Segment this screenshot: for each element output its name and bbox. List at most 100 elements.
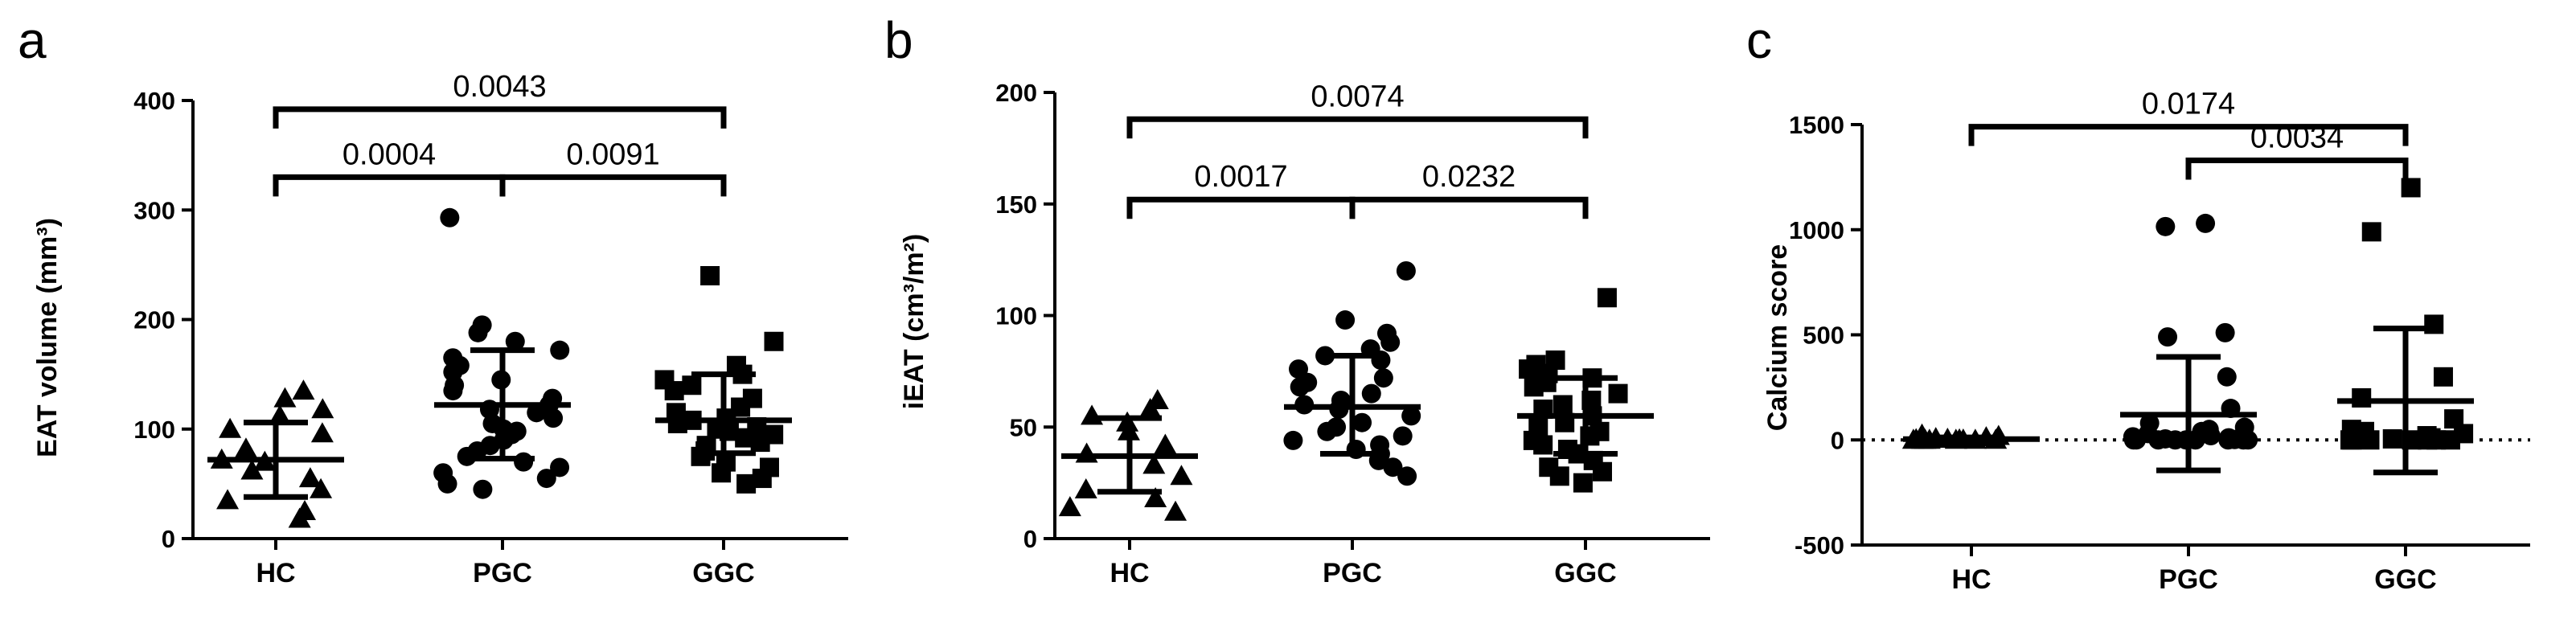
data-point (2433, 367, 2453, 387)
significance-bracket (1126, 196, 1356, 219)
data-point (440, 207, 460, 227)
data-point (2418, 430, 2438, 450)
panel-a: a EAT volume (mm³) 0 100 200 300 400 HC PGC GGC… (18, 11, 848, 588)
category-label: HC (1951, 564, 1991, 595)
y-tick-label: 0 (162, 525, 175, 553)
data-point (505, 331, 525, 351)
data-point (1383, 457, 1403, 477)
data-point (2238, 430, 2258, 450)
data-point (1164, 500, 1188, 521)
category-label: HC (256, 558, 295, 588)
data-point (473, 479, 493, 499)
data-point (1396, 261, 1416, 281)
y-tick-label: 150 (995, 191, 1037, 219)
data-point (1154, 433, 1177, 454)
data-point (1144, 487, 1167, 508)
data-point (1138, 398, 1162, 419)
data-point (2360, 430, 2380, 450)
data-point (1335, 310, 1356, 330)
data-point (2201, 426, 2221, 446)
data-point (1393, 426, 1413, 446)
significance-bracket (1126, 116, 1589, 139)
significance-bracket (499, 174, 727, 197)
data-point (1373, 368, 1393, 388)
p-value-label: 0.0091 (566, 137, 659, 171)
data-point (1549, 466, 1569, 486)
panel-c-ylabel: Calcium score (1762, 244, 1793, 431)
y-tick-label: -500 (1795, 531, 1844, 559)
y-tick-label: 400 (133, 87, 175, 115)
panel-a-letter: a (18, 11, 47, 69)
y-tick-label: 200 (995, 79, 1037, 107)
data-point (310, 477, 333, 498)
panel-c-letter: c (1746, 11, 1772, 69)
y-tick-label: 200 (133, 306, 175, 334)
panel-c: c Calcium score -500 0 500 1000 1500 HC PGC GGC… (1746, 11, 2530, 595)
data-point (2215, 322, 2235, 342)
data-point (1573, 473, 1593, 493)
data-point (700, 266, 720, 285)
data-point (1283, 430, 1303, 450)
y-tick-label: 0 (1023, 525, 1037, 553)
data-point (1081, 404, 1104, 425)
data-point (216, 489, 240, 510)
panel-a-ylabel: EAT volume (mm³) (32, 218, 63, 457)
data-point (544, 408, 564, 428)
data-point (240, 459, 264, 480)
data-point (682, 375, 702, 396)
p-value-label: 0.0017 (1194, 160, 1287, 194)
data-point (1553, 395, 1573, 415)
data-point (550, 340, 570, 360)
data-point (443, 381, 463, 401)
p-value-label: 0.0174 (2142, 88, 2235, 121)
data-point (2361, 222, 2381, 242)
p-value-label: 0.0232 (1422, 160, 1516, 194)
data-point (2217, 367, 2237, 387)
y-tick-label: 50 (1010, 413, 1037, 441)
p-value-label: 0.0074 (1311, 80, 1404, 113)
data-point (2148, 430, 2168, 450)
y-tick-label: 0 (1831, 426, 1844, 454)
data-point (1058, 496, 1081, 517)
data-point (310, 422, 334, 443)
data-point (437, 473, 457, 494)
category-label: HC (1110, 558, 1149, 588)
data-point (536, 469, 556, 489)
data-point (311, 398, 334, 419)
data-point (219, 417, 242, 438)
y-tick-label: 1500 (1789, 111, 1844, 139)
data-point (1352, 412, 1372, 432)
data-point (2127, 430, 2147, 450)
y-tick-label: 1000 (1789, 216, 1844, 244)
data-point (1592, 461, 1612, 482)
data-point (1170, 465, 1193, 486)
data-point (273, 387, 297, 408)
data-point (2218, 430, 2238, 450)
significance-bracket (273, 174, 506, 197)
data-point (1519, 359, 1539, 379)
data-point (1597, 288, 1617, 308)
data-point (292, 379, 315, 400)
category-label: GGC (692, 558, 754, 588)
data-point (712, 463, 732, 483)
data-point (2340, 430, 2361, 450)
data-point (1074, 477, 1097, 498)
data-point (1290, 377, 1310, 397)
category-label: PGC (473, 558, 532, 588)
category-label: PGC (2159, 564, 2218, 595)
y-tick-label: 300 (133, 196, 175, 224)
data-point (550, 457, 570, 477)
significance-bracket (273, 106, 727, 129)
y-tick-label: 100 (995, 302, 1037, 330)
data-point (298, 467, 322, 488)
panel-b-ylabel: iEAT (cm³/m²) (899, 234, 929, 409)
data-point (667, 413, 687, 433)
significance-bracket (1349, 196, 1589, 219)
data-point (2440, 430, 2460, 450)
data-point (1142, 453, 1166, 474)
data-point (2156, 216, 2176, 236)
data-point (514, 452, 534, 472)
data-point (1317, 421, 1337, 441)
data-point (234, 437, 257, 458)
